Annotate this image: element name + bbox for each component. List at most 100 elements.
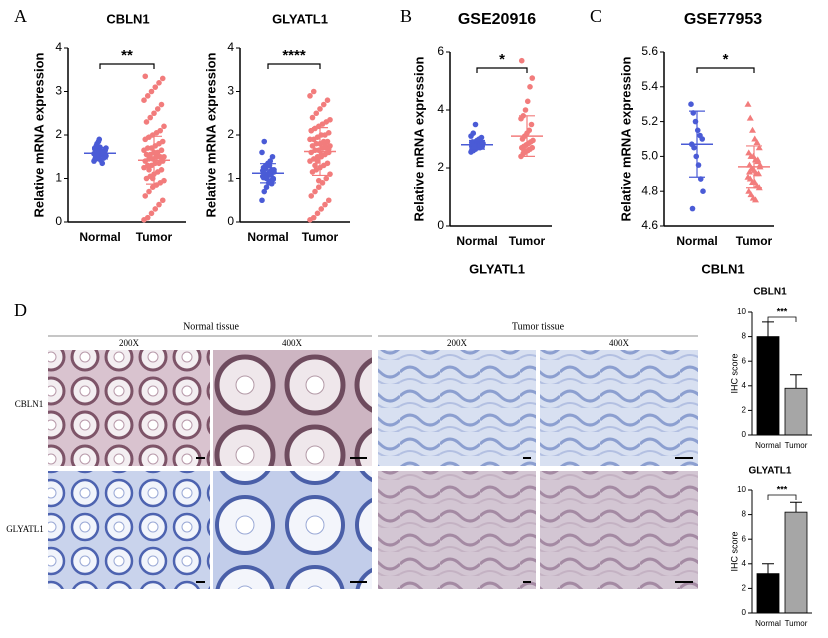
data-point [159, 75, 166, 82]
sd-bar [519, 115, 535, 157]
data-point [152, 206, 159, 212]
data-point [754, 156, 762, 163]
significance-label: * [499, 51, 505, 68]
data-point [152, 84, 159, 90]
data-point [157, 127, 164, 134]
data-point [693, 153, 700, 160]
significance-label: ** [121, 47, 133, 64]
y-axis-label: IHC score [729, 353, 739, 393]
y-tick-label: 2 [227, 127, 234, 141]
data-point [159, 197, 166, 204]
data-point [314, 158, 321, 164]
sd-bar [746, 145, 762, 189]
data-point [146, 167, 152, 173]
x-tick-label: Normal [456, 234, 497, 248]
bar [784, 511, 808, 614]
sd-bar [92, 147, 108, 160]
data-point [142, 73, 149, 80]
data-point [259, 149, 265, 156]
significance-label: * [723, 51, 729, 68]
data-point [320, 101, 327, 108]
data-point [753, 138, 761, 145]
x-axis-label: GLYATL1 [469, 261, 525, 276]
y-tick-label: 5.6 [641, 44, 658, 58]
panel-label: A [14, 6, 27, 26]
data-point [314, 210, 321, 217]
data-point [144, 93, 151, 99]
y-tick-label: 4 [437, 102, 444, 116]
magnification-label: 200X [447, 338, 468, 348]
data-point [526, 127, 533, 134]
data-point [270, 176, 277, 183]
magnification-label: 200X [119, 338, 140, 348]
y-tick-label: 2 [742, 584, 747, 593]
x-tick-label: Normal [755, 619, 781, 628]
data-point [143, 119, 150, 125]
data-point [471, 145, 477, 152]
significance-label: *** [777, 306, 788, 316]
ihc-image [540, 350, 698, 466]
data-point [156, 201, 162, 208]
ihc-image [540, 471, 698, 589]
y-tick-label: 2 [437, 160, 444, 174]
data-point [315, 177, 322, 184]
chart-title: CBLN1 [106, 11, 149, 26]
data-point [261, 188, 268, 195]
data-point [151, 110, 157, 117]
data-point [323, 175, 330, 182]
bar [756, 573, 780, 614]
sd-bar [689, 110, 705, 178]
data-point [325, 146, 332, 152]
y-axis-label: Relative mRNA expression [203, 52, 218, 217]
significance-bracket [767, 316, 797, 322]
chart-title: GLYATL1 [272, 11, 328, 26]
scale-bars [196, 457, 693, 583]
y-tick-label: 4 [227, 40, 234, 54]
data-point [524, 98, 531, 105]
data-point [478, 134, 485, 141]
significance-bracket [267, 63, 321, 69]
panel-label: D [14, 300, 27, 320]
data-point [148, 210, 155, 217]
significance-label: *** [777, 484, 788, 494]
row-label: CBLN1 [15, 399, 44, 409]
data-point [472, 121, 479, 128]
data-point [752, 196, 759, 203]
x-tick-label: Tumor [136, 230, 173, 244]
ihc-image [213, 471, 372, 589]
data-point [308, 193, 315, 199]
row-label: GLYATL1 [6, 524, 44, 534]
significance-bracket [696, 67, 755, 73]
data-point [158, 101, 165, 108]
x-tick-label: Normal [79, 230, 120, 244]
sd-bar [146, 135, 162, 185]
data-point [318, 151, 325, 158]
x-tick-label: Normal [676, 234, 717, 248]
data-point [141, 97, 147, 103]
ihc-image [378, 350, 536, 466]
x-tick-label: Normal [755, 441, 781, 450]
y-tick-label: 6 [437, 44, 444, 58]
data-point [746, 168, 753, 175]
y-tick-label: 0 [437, 218, 444, 232]
bar [756, 336, 780, 436]
data-point [147, 114, 154, 121]
y-tick-label: 4.6 [641, 218, 658, 232]
data-point [322, 141, 328, 148]
x-tick-label: Tumor [785, 619, 808, 628]
data-point [159, 138, 166, 145]
chart-title: CBLN1 [753, 287, 787, 298]
data-point [148, 88, 155, 95]
data-point [318, 206, 325, 212]
y-tick-label: 4 [742, 559, 747, 568]
data-point [261, 138, 268, 145]
data-point [268, 180, 275, 187]
chart-title: GSE20916 [458, 11, 536, 28]
data-point [744, 100, 752, 107]
y-tick-label: 4 [55, 40, 62, 54]
data-point [161, 123, 167, 130]
data-point [161, 153, 167, 160]
data-point [327, 116, 333, 123]
data-point [530, 137, 536, 144]
data-point [312, 162, 318, 169]
